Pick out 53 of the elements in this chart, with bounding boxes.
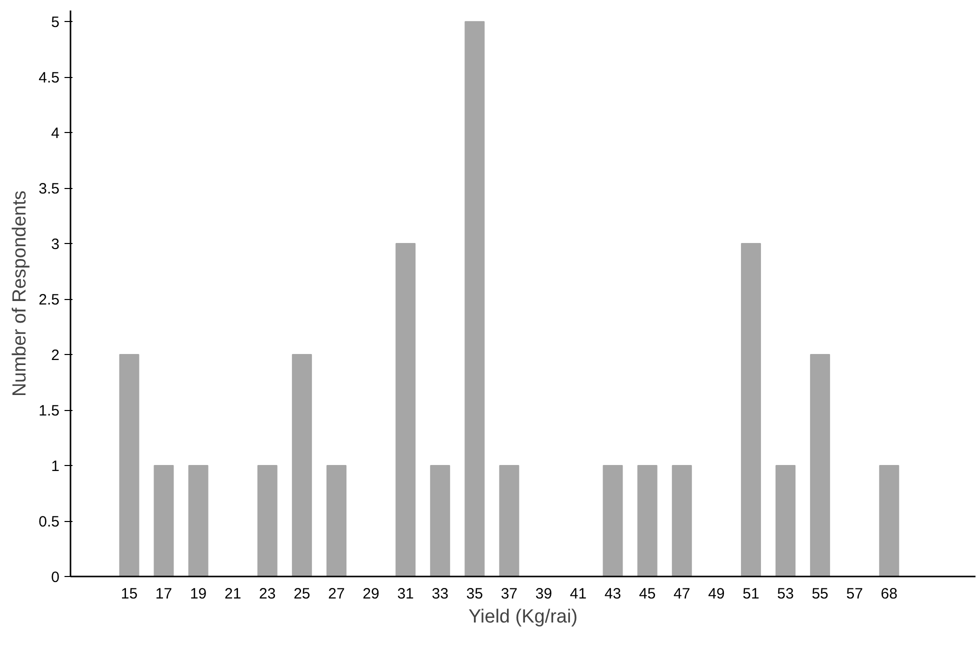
x-tick-label: 43 — [604, 586, 622, 602]
x-tick-label: 39 — [535, 586, 552, 602]
bar — [188, 465, 208, 576]
x-tick-label: 41 — [570, 586, 587, 602]
y-tick-label: 3.5 — [38, 180, 60, 198]
bar — [740, 243, 761, 576]
bar — [879, 465, 900, 576]
x-tick-label: 37 — [500, 586, 518, 602]
y-tick-label: 1.5 — [38, 402, 60, 420]
y-tick-label: 3 — [51, 236, 60, 254]
bar — [292, 354, 312, 576]
bar — [810, 354, 830, 576]
bar — [499, 465, 520, 576]
y-tick-label: 5 — [51, 14, 60, 32]
x-tick-label: 51 — [742, 586, 760, 602]
bar — [602, 465, 623, 576]
bar — [257, 465, 278, 576]
y-tick-label: 1 — [51, 458, 60, 476]
x-tick-label: 47 — [674, 586, 690, 602]
bar — [464, 21, 485, 576]
x-tick-label: 21 — [224, 586, 242, 602]
x-tick-label: 57 — [846, 586, 863, 602]
bar — [119, 354, 140, 576]
x-axis-title: Yield (Kg/rai) — [468, 606, 578, 628]
x-tick-label: 31 — [397, 586, 414, 602]
x-tick-label: 33 — [432, 586, 448, 602]
x-tick-label: 53 — [777, 586, 794, 602]
y-tick-label: 0 — [51, 569, 60, 586]
bar — [396, 243, 416, 576]
y-tick-label: 0.5 — [38, 514, 60, 531]
x-tick-label: 45 — [639, 586, 656, 602]
y-axis-title: Number of Respondents — [10, 190, 31, 396]
y-tick-label: 4.5 — [38, 70, 60, 87]
x-tick-label: 49 — [708, 586, 725, 602]
y-tick-label: 2 — [51, 347, 60, 364]
x-tick-label: 27 — [328, 586, 345, 602]
bar — [326, 465, 346, 576]
bar — [154, 465, 174, 576]
x-tick-label: 17 — [155, 586, 172, 602]
x-tick-label: 15 — [120, 586, 138, 602]
x-tick-label: 25 — [294, 586, 310, 602]
x-tick-label: 29 — [362, 586, 380, 602]
x-tick-label: 35 — [466, 586, 483, 602]
bar — [672, 465, 692, 576]
y-tick-label: 2.5 — [38, 292, 60, 309]
bar — [637, 465, 658, 576]
x-tick-label: 23 — [259, 586, 276, 602]
x-tick-label: 68 — [880, 586, 898, 602]
bar — [430, 465, 450, 576]
bar — [776, 465, 796, 576]
x-tick-label: 55 — [812, 586, 828, 602]
x-tick-label: 19 — [190, 586, 207, 602]
y-tick-label: 4 — [51, 125, 60, 142]
